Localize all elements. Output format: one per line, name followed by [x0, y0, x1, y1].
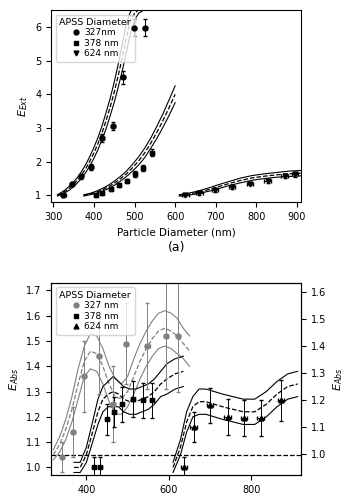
Legend: 327 nm, 378 nm, 624 nm: 327 nm, 378 nm, 624 nm	[56, 288, 135, 335]
Text: (a): (a)	[167, 240, 185, 254]
Y-axis label: $E_{Ext}$: $E_{Ext}$	[16, 95, 30, 117]
Y-axis label: $E_{Abs}$: $E_{Abs}$	[7, 368, 21, 390]
X-axis label: Particle Diameter (nm): Particle Diameter (nm)	[117, 228, 236, 237]
Y-axis label: $E_{Abs}$: $E_{Abs}$	[332, 368, 342, 390]
Legend: 327nm, 378 nm, 624 nm: 327nm, 378 nm, 624 nm	[56, 14, 135, 62]
